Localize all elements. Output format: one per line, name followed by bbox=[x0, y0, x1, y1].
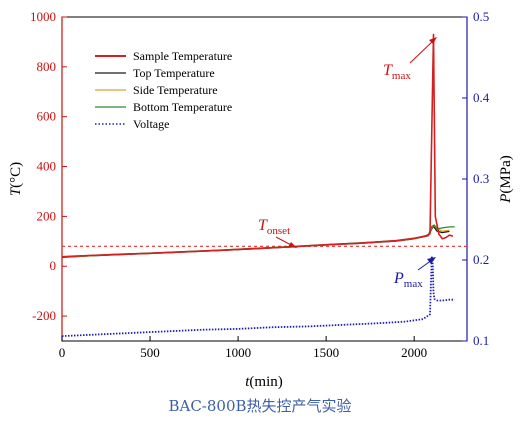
legend-label-side: Side Temperature bbox=[133, 83, 218, 97]
annotation-tmax-arrow bbox=[409, 39, 435, 64]
x-tick-label: 2000 bbox=[401, 345, 427, 360]
annotation-pmax-label: Pmax bbox=[393, 270, 423, 290]
annotation-tonset: Tonset bbox=[258, 217, 297, 248]
legend-label-sample: Sample Temperature bbox=[133, 49, 232, 63]
y-right-tick-label: 0.2 bbox=[473, 252, 489, 267]
legend: Sample Temperature Top Temperature Side … bbox=[95, 49, 232, 131]
x-tick-label: 500 bbox=[140, 345, 160, 360]
legend-label-bottom: Bottom Temperature bbox=[133, 100, 232, 114]
y-left-tick-label: 0 bbox=[50, 258, 57, 273]
annotation-tmax: Tmax bbox=[383, 37, 437, 82]
y-left-tick-label: 600 bbox=[37, 109, 57, 124]
x-tick-label: 0 bbox=[59, 345, 66, 360]
y-left-tick-label: 800 bbox=[37, 59, 57, 74]
annotation-tonset-label: Tonset bbox=[258, 217, 290, 237]
annotation-pmax: Pmax bbox=[393, 257, 436, 290]
y-left-tick-label: 1000 bbox=[30, 9, 56, 24]
series-line-sample-temperature bbox=[61, 33, 454, 258]
y-left-axis-label: T(°C) bbox=[8, 162, 24, 196]
series-line-voltage bbox=[61, 255, 455, 337]
y-left-tick-label: 200 bbox=[37, 208, 57, 223]
legend-label-top: Top Temperature bbox=[133, 66, 215, 80]
y-right-tick-label: 0.4 bbox=[473, 90, 490, 105]
annotation-tonset-arrowhead bbox=[288, 242, 297, 248]
plot-frame bbox=[61, 16, 468, 342]
annotation-tmax-label: Tmax bbox=[383, 62, 411, 82]
y-right-axis-label: P(MPa) bbox=[498, 155, 514, 204]
x-tick-label: 1000 bbox=[225, 345, 251, 360]
y-left-tick-label: -200 bbox=[32, 308, 56, 323]
x-tick-label: 1500 bbox=[313, 345, 339, 360]
y-right-tick-label: 0.1 bbox=[473, 333, 489, 348]
y-left-tick-label: 400 bbox=[37, 159, 57, 174]
figure-caption: BAC-800B热失控产气实验 bbox=[168, 397, 352, 415]
y-right-tick-label: 0.3 bbox=[473, 171, 489, 186]
annotation-tmax-arrowhead bbox=[429, 37, 437, 44]
y-right-tick-label: 0.5 bbox=[473, 9, 489, 24]
annotation-pmax-arrowhead bbox=[427, 257, 436, 264]
series-line-top-temperature bbox=[61, 225, 450, 258]
series-layer bbox=[61, 33, 467, 337]
legend-label-voltage: Voltage bbox=[133, 117, 169, 131]
axis-ticks-group: 0 500 1000 1500 2000 -200 0 200 400 600 800 1000 0.1… bbox=[30, 9, 490, 360]
x-axis-label: t(min) bbox=[245, 374, 283, 390]
